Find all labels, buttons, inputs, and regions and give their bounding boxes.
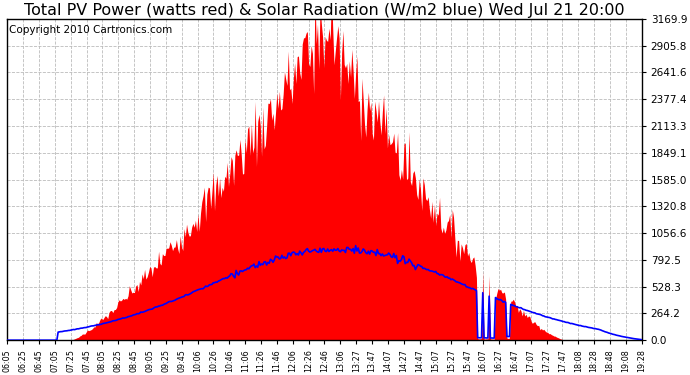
Title: Total PV Power (watts red) & Solar Radiation (W/m2 blue) Wed Jul 21 20:00: Total PV Power (watts red) & Solar Radia…: [24, 3, 625, 18]
Text: Copyright 2010 Cartronics.com: Copyright 2010 Cartronics.com: [8, 26, 172, 35]
